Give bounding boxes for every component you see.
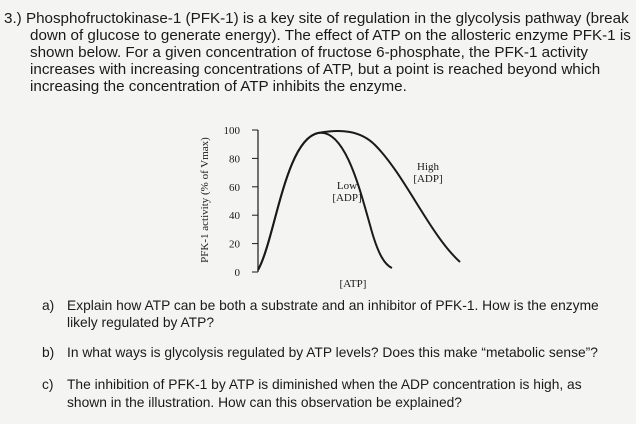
low-adp-curve <box>257 131 393 271</box>
part-label: b) <box>42 345 54 360</box>
y-tick-label: 20 <box>229 239 241 251</box>
part-line: In what ways is glycolysis regulated by … <box>67 345 598 360</box>
part-label: a) <box>42 298 54 313</box>
question-line: 3.) Phosphofructokinase-1 (PFK-1) is a k… <box>4 10 629 27</box>
question-line: increasing the concentration of ATP inhi… <box>30 78 407 95</box>
y-tick-label: 80 <box>229 153 241 165</box>
y-tick-label: 0 <box>235 267 241 279</box>
y-tick-label: 40 <box>229 210 241 222</box>
part-label: c) <box>42 377 54 392</box>
question-line: increases with increasing concentrations… <box>30 61 600 78</box>
curve-label: Low <box>337 180 357 192</box>
x-axis-label: [ATP] <box>340 278 367 290</box>
part-line: shown in the illustration. How can this … <box>67 395 462 410</box>
y-tick-label: 100 <box>224 125 241 137</box>
part-line: The inhibition of PFK-1 by ATP is dimini… <box>67 377 582 392</box>
curve-label: High <box>417 161 440 173</box>
y-tick-label: 60 <box>229 182 241 194</box>
question-line: down of glucose to generate energy). The… <box>30 27 631 44</box>
curve-label: [ADP] <box>332 192 361 204</box>
high-adp-curve <box>257 130 461 271</box>
curve-label: [ADP] <box>413 173 442 185</box>
part-line: likely regulated by ATP? <box>67 315 214 330</box>
part-line: Explain how ATP can be both a substrate … <box>67 298 599 313</box>
y-axis-label: PFK-1 activity (% of Vmax) <box>199 137 211 263</box>
question-line: shown below. For a given concentration o… <box>30 44 588 61</box>
